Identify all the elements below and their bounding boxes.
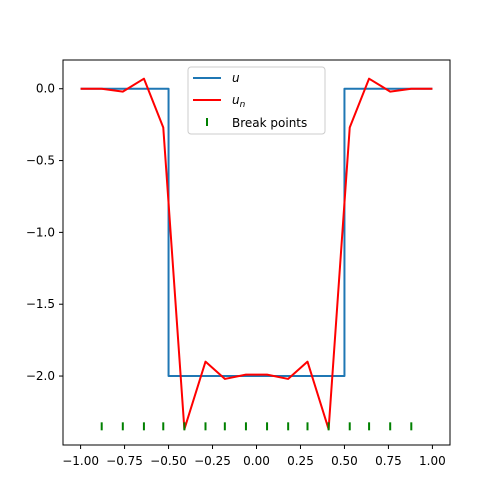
series-line-u [80,87,433,378]
legend-label-break-points: Break points [232,116,307,130]
x-tick-label: −1.00 [62,454,99,468]
x-tick-label: 0.50 [331,454,358,468]
x-tick-label: −0.75 [106,454,143,468]
legend-label-u: u [232,71,240,85]
x-tick-label: 0.75 [375,454,402,468]
legend: u un Break points [187,66,326,135]
x-tick-label: −0.50 [150,454,187,468]
x-tick-label: 0.25 [287,454,314,468]
x-axis: −1.00 −0.75 −0.50 −0.25 0.00 0.25 0.50 0.75 1.00 [62,445,446,468]
series-layer [80,77,433,431]
x-tick-label: −0.25 [194,454,231,468]
y-tick-label: −2.0 [26,369,55,383]
legend-label-un-main: u [232,93,240,107]
legend-label-un: un [232,93,246,110]
y-tick-label: −0.5 [26,154,55,168]
y-axis: 0.0 −0.5 −1.0 −1.5 −2.0 [26,82,63,383]
x-tick-label: 1.00 [419,454,446,468]
series-line-u-n [80,77,433,431]
y-tick-label: 0.0 [36,82,55,96]
y-tick-label: −1.5 [26,297,55,311]
x-tick-label: 0.00 [243,454,270,468]
legend-box [187,66,326,135]
y-tick-label: −1.0 [26,225,55,239]
legend-label-un-sub: n [240,100,246,110]
